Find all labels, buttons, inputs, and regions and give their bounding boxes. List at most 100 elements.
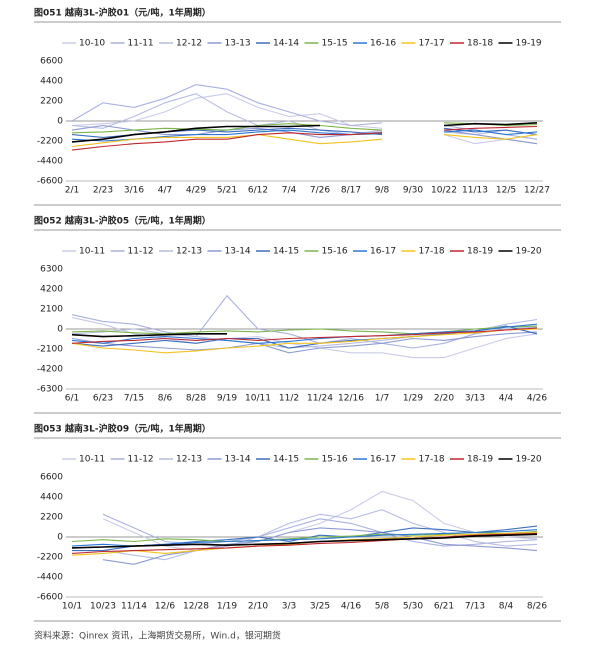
x-tick-label: 12/5 [496,186,516,196]
x-tick-label: 4/16 [341,602,361,612]
x-tick-label: 5/30 [403,602,423,612]
y-tick-label: -2100 [37,345,63,355]
x-tick-label: 5/21 [217,186,237,196]
x-tick-label: 8/6 [158,394,173,404]
x-tick-label: 5/8 [375,602,390,612]
chart-title: 图053 越南3L-沪胶09（元/吨，1年周期） [34,423,211,435]
x-tick-label: 3/13 [465,394,485,404]
x-tick-label: 8/17 [341,186,361,196]
y-tick-label: -6300 [37,385,63,395]
y-tick-label: 2100 [40,305,63,315]
x-tick-label: 7/26 [310,186,330,196]
x-tick-label: 4/26 [527,394,547,404]
chart-title: 图051 越南3L-沪胶01（元/吨，1年周期） [34,7,211,19]
x-tick-label: 12/27 [524,186,550,196]
source-note: 资料来源：Qinrex 资讯，上海期货交易所，Win.d，银河期货 [34,630,281,642]
x-tick-label: 9/8 [375,186,390,196]
series-line [71,122,538,143]
x-tick-label: 11/13 [462,186,488,196]
y-tick-label: 4400 [40,77,63,87]
y-tick-label: -4200 [37,365,63,375]
x-tick-label: 8/4 [499,602,514,612]
y-tick-label: 2200 [40,513,63,523]
legend-label: 10-11 [79,247,105,257]
x-tick-label: 2/1 [65,186,79,196]
x-tick-label: 7/15 [124,394,144,404]
legend-label: 17-18 [419,455,445,465]
x-tick-label: 2/23 [93,186,113,196]
y-tick-label: 0 [57,117,63,127]
y-tick-label: 4200 [40,285,63,295]
x-tick-label: 12/28 [183,602,209,612]
series-line [71,323,538,344]
chart-title: 图052 越南3L-沪胶05（元/吨，1年周期） [34,215,211,227]
legend-label: 14-15 [273,247,299,257]
legend-label: 12-13 [176,455,202,465]
legend-label: 18-18 [467,39,493,49]
x-tick-label: 6/21 [434,602,454,612]
series-line [71,325,538,335]
y-tick-label: 6600 [40,473,63,483]
legend-label: 11-11 [128,39,154,49]
x-tick-label: 10/23 [90,602,116,612]
legend-label: 18-19 [467,455,493,465]
x-tick-label: 6/12 [248,186,268,196]
legend-label: 12-13 [176,247,202,257]
x-tick-label: 2/20 [434,394,454,404]
series-line [102,513,538,547]
x-tick-label: 4/29 [186,186,206,196]
legend-label: 13-14 [225,247,251,257]
y-tick-label: 2200 [40,97,63,107]
x-tick-label: 1/19 [217,602,237,612]
legend-label: 12-12 [176,39,202,49]
y-tick-label: -6600 [37,177,63,187]
x-tick-label: 1/29 [403,394,423,404]
series-line [71,125,538,151]
x-tick-label: 3/16 [124,186,144,196]
series-line [71,331,538,354]
legend-label: 17-17 [419,39,445,49]
series-line [102,527,538,565]
x-tick-label: 4/4 [499,394,514,404]
legend-label: 15-15 [322,39,348,49]
y-tick-label: -4400 [37,573,63,583]
y-tick-label: 4400 [40,493,63,503]
x-tick-label: 9/30 [403,186,423,196]
x-tick-label: 6/1 [65,394,79,404]
legend-label: 16-17 [370,455,396,465]
x-tick-label: 2/10 [248,602,268,612]
legend-label: 14-14 [273,39,299,49]
y-tick-label: 6300 [40,265,63,275]
legend-label: 19-19 [516,39,542,49]
legend-label: 19-20 [516,455,542,465]
legend-label: 11-12 [128,247,154,257]
legend-label: 19-20 [516,247,542,257]
x-tick-label: 6/23 [93,394,113,404]
x-tick-label: 8/26 [527,602,547,612]
legend-label: 16-16 [370,39,396,49]
legend-label: 10-10 [79,39,105,49]
series-line [71,333,227,338]
x-tick-label: 10/1 [62,602,82,612]
legend-label: 16-17 [370,247,396,257]
x-tick-label: 1/7 [375,394,389,404]
series-line [71,533,538,549]
x-tick-label: 12/6 [155,602,175,612]
y-tick-label: 6600 [40,57,63,67]
legend-label: 14-15 [273,455,299,465]
legend-label: 18-19 [467,247,493,257]
series-line [71,328,538,354]
legend-label: 17-18 [419,247,445,257]
series-line [71,532,538,554]
y-tick-label: -2200 [37,553,63,563]
x-tick-label: 11/14 [121,602,147,612]
x-tick-label: 7/13 [465,602,485,612]
x-tick-label: 3/25 [310,602,330,612]
x-tick-label: 3/3 [282,602,296,612]
x-tick-label: 10/11 [245,394,271,404]
series-line [102,509,538,561]
y-tick-label: -2200 [37,137,63,147]
legend-label: 11-12 [128,455,154,465]
y-tick-label: -4400 [37,157,63,167]
